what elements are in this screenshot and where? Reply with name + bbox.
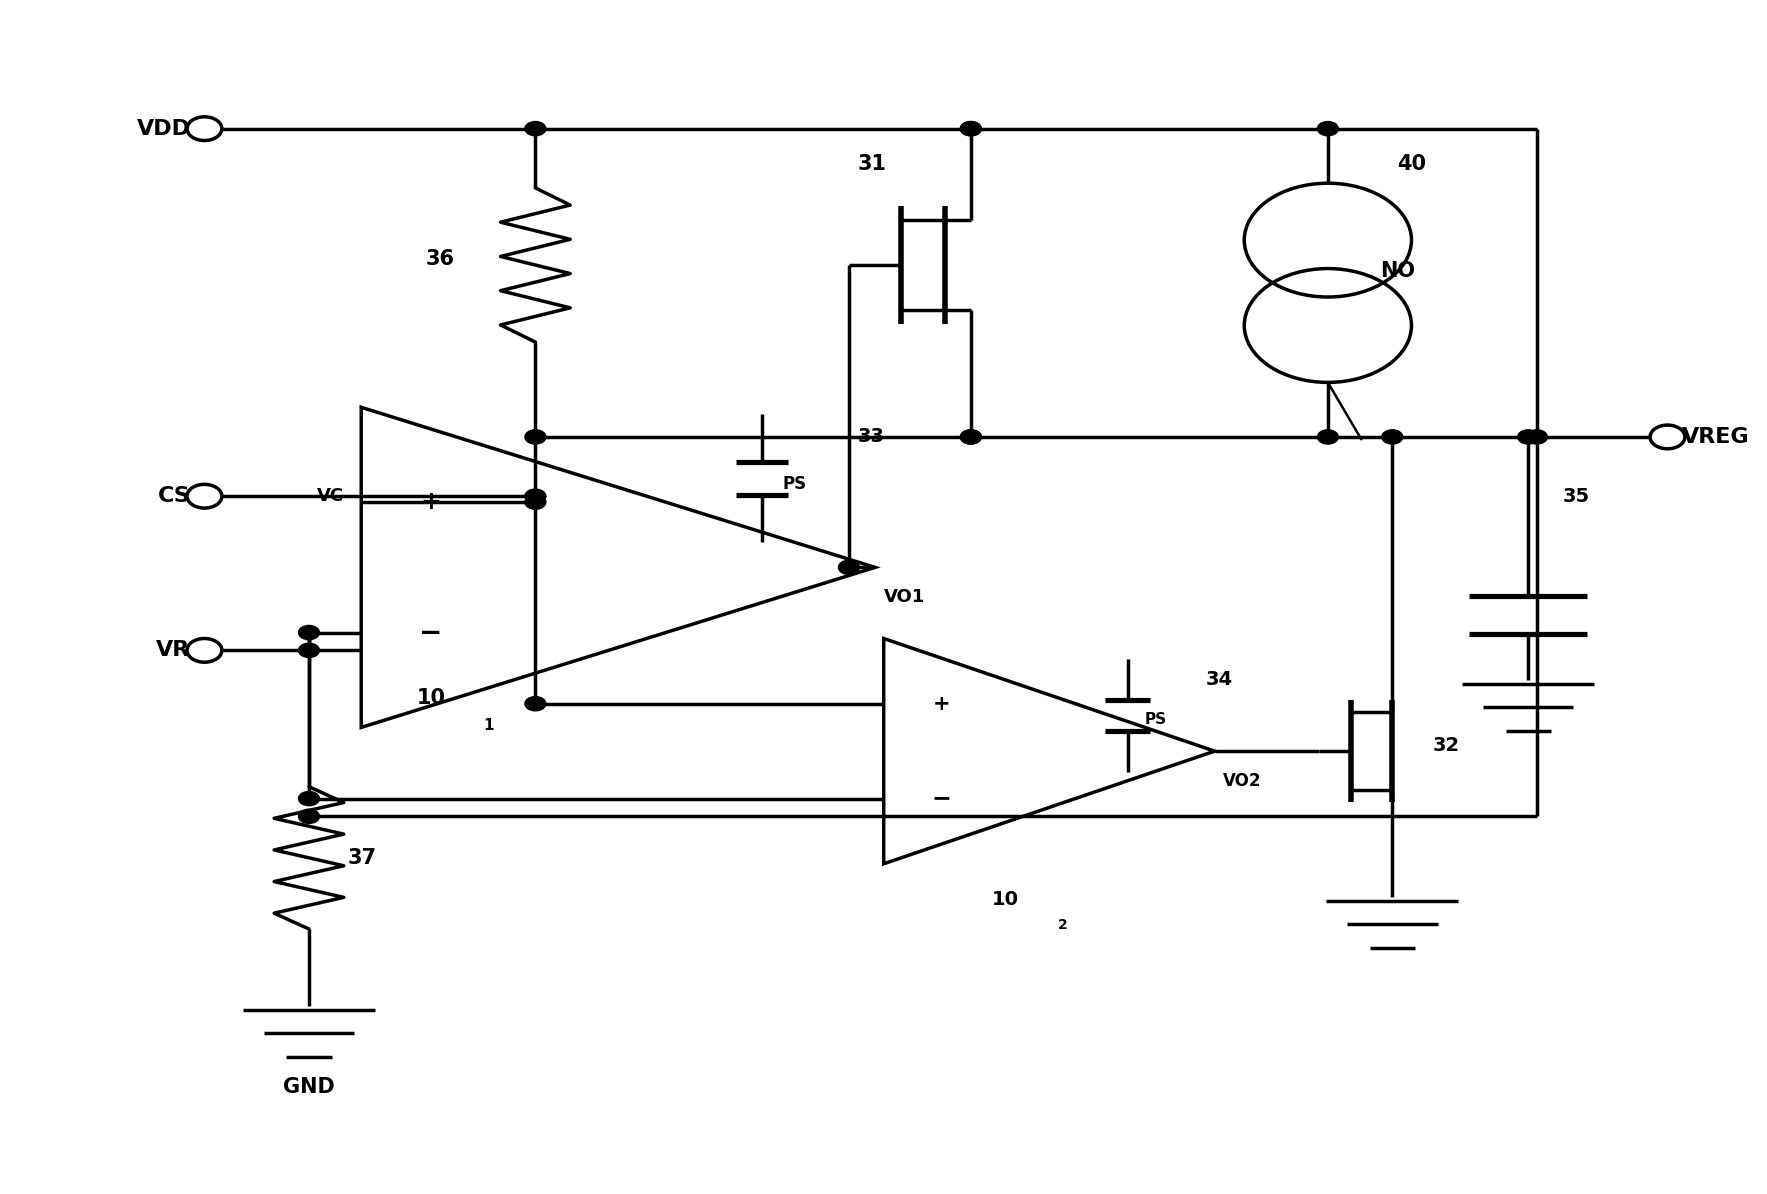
Circle shape	[187, 485, 223, 509]
Text: 33: 33	[857, 427, 885, 447]
Text: VDD: VDD	[136, 118, 191, 139]
Text: VO2: VO2	[1223, 771, 1262, 789]
Circle shape	[299, 626, 320, 640]
Circle shape	[187, 639, 223, 663]
Text: 34: 34	[1205, 671, 1233, 689]
Text: −: −	[931, 787, 951, 811]
Text: 1: 1	[482, 718, 493, 733]
Circle shape	[525, 696, 546, 710]
Text: 35: 35	[1564, 487, 1590, 506]
Circle shape	[961, 122, 981, 136]
Circle shape	[1318, 430, 1338, 444]
Text: 36: 36	[426, 250, 454, 269]
Circle shape	[525, 430, 546, 444]
Circle shape	[525, 122, 546, 136]
Text: 10: 10	[991, 890, 1020, 909]
Circle shape	[1318, 122, 1338, 136]
Text: +: +	[933, 694, 951, 714]
Text: 2: 2	[1058, 918, 1067, 933]
Text: CS: CS	[157, 486, 191, 506]
Circle shape	[961, 430, 981, 444]
Text: PS: PS	[1145, 712, 1168, 727]
Circle shape	[1382, 430, 1403, 444]
Text: GND: GND	[283, 1077, 334, 1097]
Text: −: −	[419, 618, 442, 647]
Text: 32: 32	[1433, 736, 1460, 755]
Circle shape	[299, 810, 320, 824]
Text: 31: 31	[857, 154, 887, 174]
Circle shape	[961, 430, 981, 444]
Text: VC: VC	[316, 487, 345, 505]
Circle shape	[525, 496, 546, 510]
Text: 10: 10	[417, 688, 445, 708]
Circle shape	[1518, 430, 1539, 444]
Text: PS: PS	[783, 475, 808, 493]
Text: VREG: VREG	[1682, 427, 1749, 447]
Circle shape	[839, 560, 859, 574]
Text: +: +	[421, 491, 442, 515]
Text: 40: 40	[1398, 154, 1426, 174]
Text: NO: NO	[1380, 261, 1415, 281]
Text: VR: VR	[155, 640, 191, 660]
Circle shape	[299, 644, 320, 658]
Circle shape	[299, 792, 320, 806]
Text: 37: 37	[348, 848, 376, 868]
Circle shape	[187, 117, 223, 141]
Circle shape	[1650, 425, 1686, 449]
Circle shape	[961, 122, 981, 136]
Text: VO1: VO1	[884, 587, 924, 607]
Circle shape	[525, 490, 546, 504]
Circle shape	[1527, 430, 1548, 444]
